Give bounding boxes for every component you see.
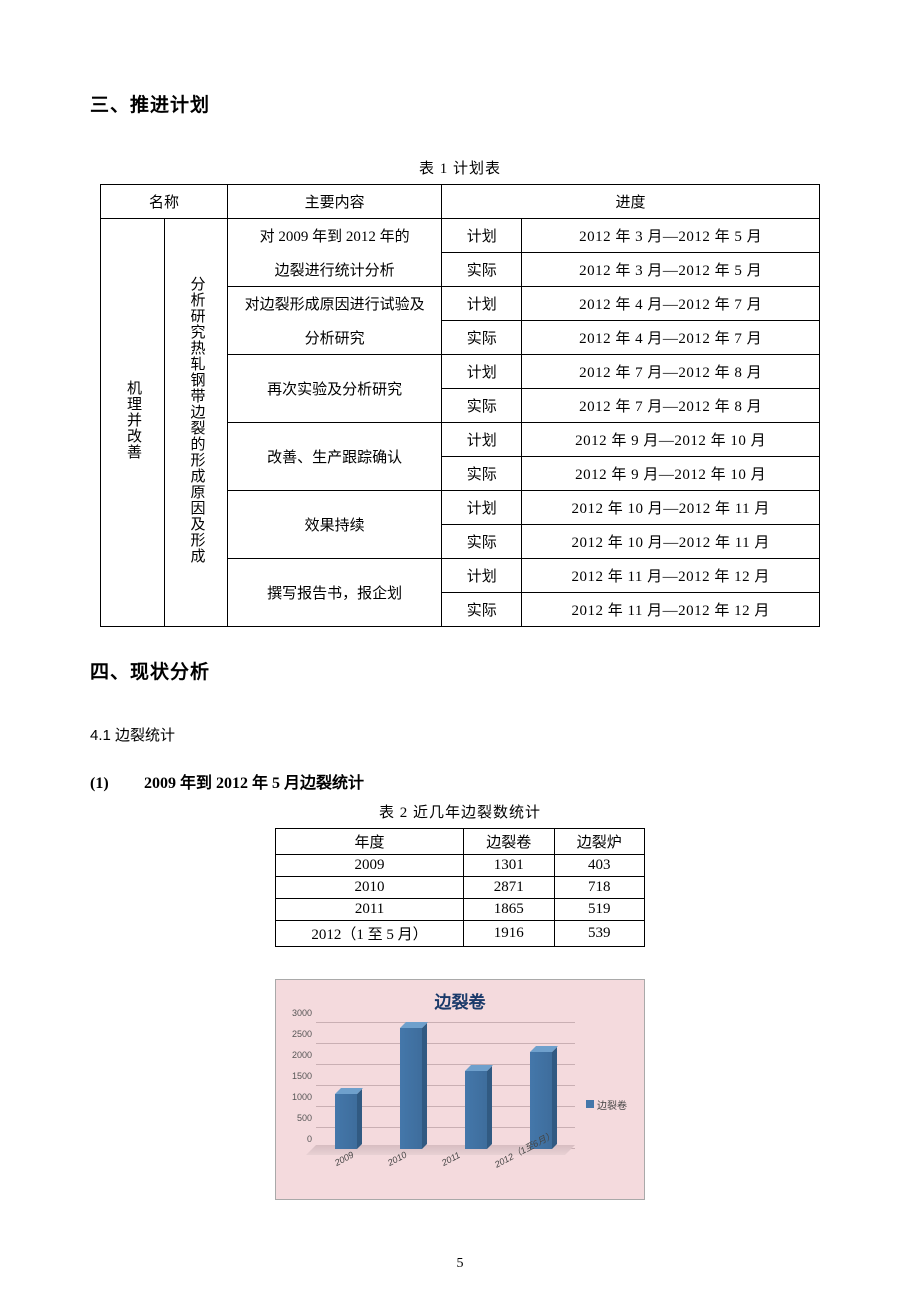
row1-content-l2: 分析研究 (228, 321, 442, 355)
row0-actual: 2012 年 3 月—2012 年 5 月 (522, 253, 820, 287)
row1-type-actual: 实际 (442, 321, 522, 355)
row3-actual: 2012 年 9 月—2012 年 10 月 (522, 457, 820, 491)
sub-1-heading: (1) 2009 年到 2012 年 5 月边裂统计 (90, 769, 830, 793)
row3-plan: 2012 年 9 月—2012 年 10 月 (522, 423, 820, 457)
page: 三、推进计划 表 1 计划表 名称 主要内容 进度 机理并改善 分析研究热轧钢带… (0, 0, 920, 1302)
sub-4-1: 4.1 边裂统计 (90, 724, 830, 745)
bar-chart: 边裂卷 050010001500200025003000 20092010201… (275, 979, 645, 1200)
row2-type-plan: 计划 (442, 355, 522, 389)
stats-row: 20091301403 (276, 855, 645, 877)
row0-plan: 2012 年 3 月—2012 年 5 月 (522, 219, 820, 253)
row0-type-plan: 计划 (442, 219, 522, 253)
row5-type-plan: 计划 (442, 559, 522, 593)
chart-xlabel: 2009 (333, 1150, 368, 1191)
row1-actual: 2012 年 4 月—2012 年 7 月 (522, 321, 820, 355)
stats-row: 20111865519 (276, 899, 645, 921)
row0-content-l1: 对 2009 年到 2012 年的 (228, 219, 442, 253)
page-number: 5 (0, 1256, 920, 1272)
table1-caption: 表 1 计划表 (90, 157, 830, 178)
table2-caption: 表 2 近几年边裂数统计 (90, 801, 830, 822)
row2-plan: 2012 年 7 月—2012 年 8 月 (522, 355, 820, 389)
legend-swatch (586, 1100, 594, 1108)
legend-label: 边裂卷 (597, 1097, 627, 1112)
row2-content: 再次实验及分析研究 (228, 355, 442, 423)
chart-plot: 050010001500200025003000 200920102011201… (286, 1019, 579, 1189)
row5-actual: 2012 年 11 月—2012 年 12 月 (522, 593, 820, 627)
row3-content: 改善、生产跟踪确认 (228, 423, 442, 491)
row4-type-plan: 计划 (442, 491, 522, 525)
stats-table: 年度 边裂卷 边裂炉 20091301403 20102871718 20111… (275, 828, 645, 947)
row2-type-actual: 实际 (442, 389, 522, 423)
plan-table: 名称 主要内容 进度 机理并改善 分析研究热轧钢带边裂的形成原因及形成 对 20… (100, 184, 820, 627)
t2-col1: 边裂卷 (464, 829, 554, 855)
chart-bars (316, 1023, 575, 1149)
chart-xlabel: 2010 (386, 1150, 421, 1191)
chart-xlabel: 2011 (440, 1150, 474, 1191)
chart-bar (400, 1028, 426, 1149)
row0-type-actual: 实际 (442, 253, 522, 287)
chart-legend: 边裂卷 (579, 1019, 634, 1189)
chart-bar (465, 1071, 491, 1149)
row3-type-plan: 计划 (442, 423, 522, 457)
t2-col2: 边裂炉 (554, 829, 644, 855)
row1-content-l1: 对边裂形成原因进行试验及 (228, 287, 442, 321)
stats-row: 2012（1 至 5 月）1916539 (276, 921, 645, 947)
row4-content: 效果持续 (228, 491, 442, 559)
col2-vertical: 分析研究热轧钢带边裂的形成原因及形成 (164, 219, 228, 627)
table-header-row: 名称 主要内容 进度 (101, 185, 820, 219)
row4-actual: 2012 年 10 月—2012 年 11 月 (522, 525, 820, 559)
th-name: 名称 (101, 185, 228, 219)
row4-plan: 2012 年 10 月—2012 年 11 月 (522, 491, 820, 525)
row5-content: 撰写报告书，报企划 (228, 559, 442, 627)
section3-heading: 三、推进计划 (90, 90, 830, 117)
row1-plan: 2012 年 4 月—2012 年 7 月 (522, 287, 820, 321)
stats-header-row: 年度 边裂卷 边裂炉 (276, 829, 645, 855)
col1-vertical: 机理并改善 (101, 219, 165, 627)
row5-type-actual: 实际 (442, 593, 522, 627)
stats-row: 20102871718 (276, 877, 645, 899)
sub1-text: 2009 年到 2012 年 5 月边裂统计 (144, 775, 364, 792)
th-progress: 进度 (442, 185, 820, 219)
chart-xlabels: 2009201020112012（1至6月） (316, 1153, 575, 1189)
row2-actual: 2012 年 7 月—2012 年 8 月 (522, 389, 820, 423)
row5-plan: 2012 年 11 月—2012 年 12 月 (522, 559, 820, 593)
t2-col0: 年度 (276, 829, 464, 855)
row1-type-plan: 计划 (442, 287, 522, 321)
section4-heading: 四、现状分析 (90, 657, 830, 684)
chart-bar (335, 1094, 361, 1149)
sub1-num: (1) (90, 775, 140, 793)
chart-body: 050010001500200025003000 200920102011201… (286, 1019, 634, 1189)
row3-type-actual: 实际 (442, 457, 522, 491)
row4-type-actual: 实际 (442, 525, 522, 559)
row0-content-l2: 边裂进行统计分析 (228, 253, 442, 287)
table-row: 机理并改善 分析研究热轧钢带边裂的形成原因及形成 对 2009 年到 2012 … (101, 219, 820, 253)
chart-title: 边裂卷 (286, 988, 634, 1013)
th-content: 主要内容 (228, 185, 442, 219)
